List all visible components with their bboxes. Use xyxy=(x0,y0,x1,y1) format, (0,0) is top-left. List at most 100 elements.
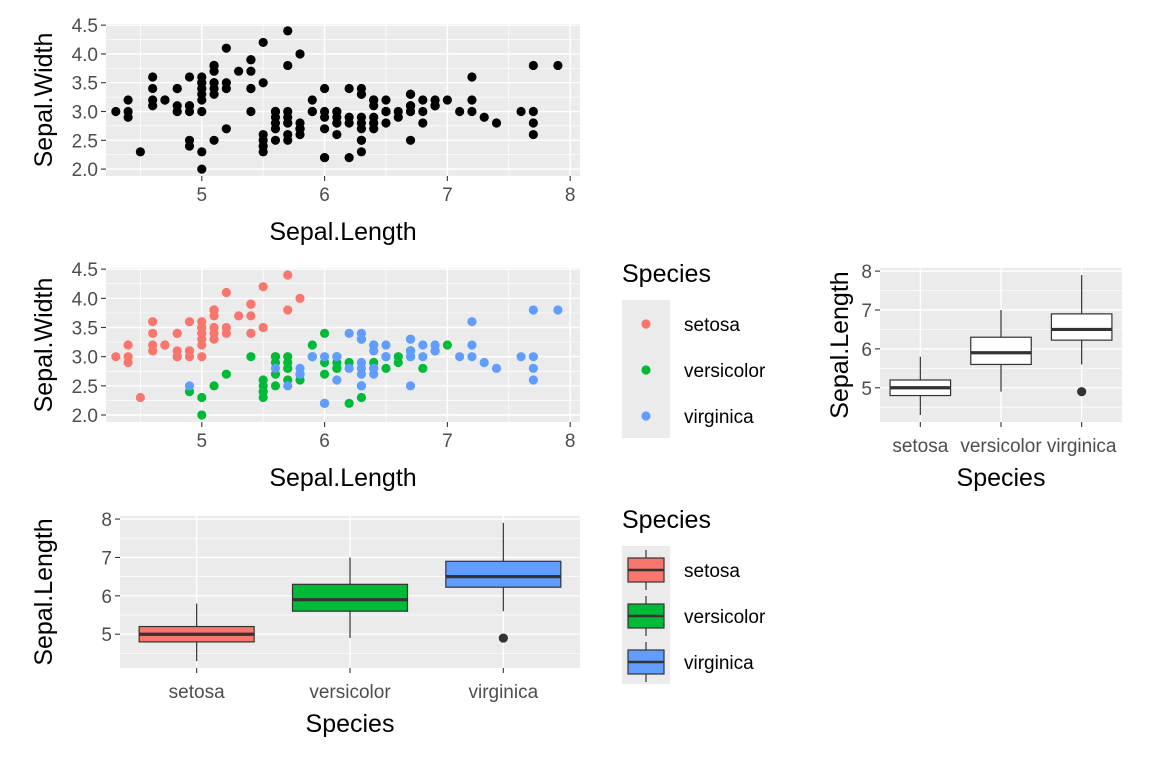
data-point xyxy=(148,83,158,94)
data-point xyxy=(270,106,281,117)
scatter-points xyxy=(111,26,563,174)
legend-key-setosa xyxy=(641,319,651,329)
data-point xyxy=(270,118,281,128)
box-virginica xyxy=(1050,313,1113,341)
y-tick-label: 3.5 xyxy=(72,74,98,95)
data-point xyxy=(295,124,305,134)
data-point-versicolor xyxy=(270,381,281,391)
data-point xyxy=(209,60,219,71)
data-point xyxy=(197,106,207,117)
data-point xyxy=(123,95,133,105)
y-tick-label: 2.5 xyxy=(72,377,98,398)
data-point xyxy=(135,147,145,157)
data-point-virginica xyxy=(307,352,317,362)
data-point-virginica xyxy=(344,328,354,338)
data-point xyxy=(356,147,367,157)
x-tick-label: 6 xyxy=(319,185,330,206)
data-point-setosa xyxy=(283,270,293,280)
data-point-virginica xyxy=(356,363,367,373)
data-point-versicolor xyxy=(319,328,330,338)
x-tick-label-virginica: virginica xyxy=(468,682,538,703)
data-point-virginica xyxy=(295,369,305,379)
data-point xyxy=(405,135,416,145)
data-point xyxy=(319,124,330,134)
data-point-setosa xyxy=(295,293,305,303)
x-tick-label-setosa: setosa xyxy=(892,436,948,457)
data-point xyxy=(344,152,354,163)
data-point-setosa xyxy=(148,328,158,338)
data-point-versicolor xyxy=(393,352,403,362)
data-point-setosa xyxy=(221,328,231,338)
data-point xyxy=(184,72,195,82)
data-point xyxy=(418,118,428,128)
data-point xyxy=(270,135,281,145)
data-point xyxy=(369,101,379,111)
data-point xyxy=(381,118,391,128)
data-point-virginica xyxy=(319,398,330,408)
data-point xyxy=(283,118,293,128)
data-point xyxy=(430,101,440,111)
data-point xyxy=(283,60,293,71)
x-axis-title: Sepal.Length xyxy=(269,464,416,492)
data-point xyxy=(344,83,354,94)
data-point-virginica xyxy=(283,381,293,391)
y-tick-label: 2.5 xyxy=(72,131,98,152)
legend-key-versicolor xyxy=(641,365,651,375)
data-point-setosa xyxy=(148,340,158,350)
data-point-virginica xyxy=(405,334,416,344)
data-point xyxy=(307,95,317,105)
data-point-setosa xyxy=(184,317,195,327)
data-point xyxy=(319,83,330,94)
data-point xyxy=(283,26,293,36)
data-point xyxy=(172,83,182,94)
data-point-setosa xyxy=(148,317,158,327)
y-tick-label: 3.0 xyxy=(72,348,98,369)
data-point xyxy=(553,60,563,71)
scatter-points xyxy=(111,270,563,420)
data-point xyxy=(246,55,256,65)
data-point xyxy=(405,106,416,117)
y-tick-label: 7 xyxy=(101,548,112,569)
data-point-virginica xyxy=(405,381,416,391)
data-point xyxy=(467,95,477,105)
data-point xyxy=(381,95,391,105)
data-point-setosa xyxy=(172,352,182,362)
data-point xyxy=(221,83,231,94)
data-point-virginica xyxy=(381,352,391,362)
outlier-point xyxy=(498,633,508,643)
data-point-setosa xyxy=(184,346,195,356)
y-tick-label: 5 xyxy=(861,379,872,400)
x-axis-title: Species xyxy=(957,464,1046,492)
data-point-versicolor xyxy=(270,352,281,362)
x-tick-label: 5 xyxy=(196,431,207,452)
data-point-versicolor xyxy=(319,369,330,379)
data-point-versicolor xyxy=(283,363,293,373)
legend-key-virginica xyxy=(641,411,651,421)
data-point xyxy=(258,78,268,88)
data-point xyxy=(197,89,207,99)
data-point-versicolor xyxy=(209,381,219,391)
data-point xyxy=(528,60,538,71)
data-point xyxy=(332,118,342,128)
data-point xyxy=(369,118,379,128)
data-point-setosa xyxy=(209,328,219,338)
data-point xyxy=(197,164,207,174)
data-point xyxy=(393,106,403,117)
data-point xyxy=(528,118,538,128)
data-point-virginica xyxy=(430,346,440,356)
data-point xyxy=(221,43,231,53)
x-tick-label: 7 xyxy=(442,185,453,206)
data-point-setosa xyxy=(283,305,293,315)
data-point-versicolor xyxy=(221,369,231,379)
y-tick-label: 7 xyxy=(861,301,872,322)
legend-title: Species xyxy=(622,260,711,288)
data-point xyxy=(381,106,391,117)
data-point xyxy=(344,118,354,128)
data-point xyxy=(258,37,268,48)
data-point-setosa xyxy=(135,392,145,403)
data-point xyxy=(258,129,268,140)
data-point-virginica xyxy=(381,340,391,350)
x-tick-label: 8 xyxy=(565,431,576,452)
x-tick-label: 7 xyxy=(442,431,453,452)
y-tick-label: 4.5 xyxy=(72,16,98,37)
